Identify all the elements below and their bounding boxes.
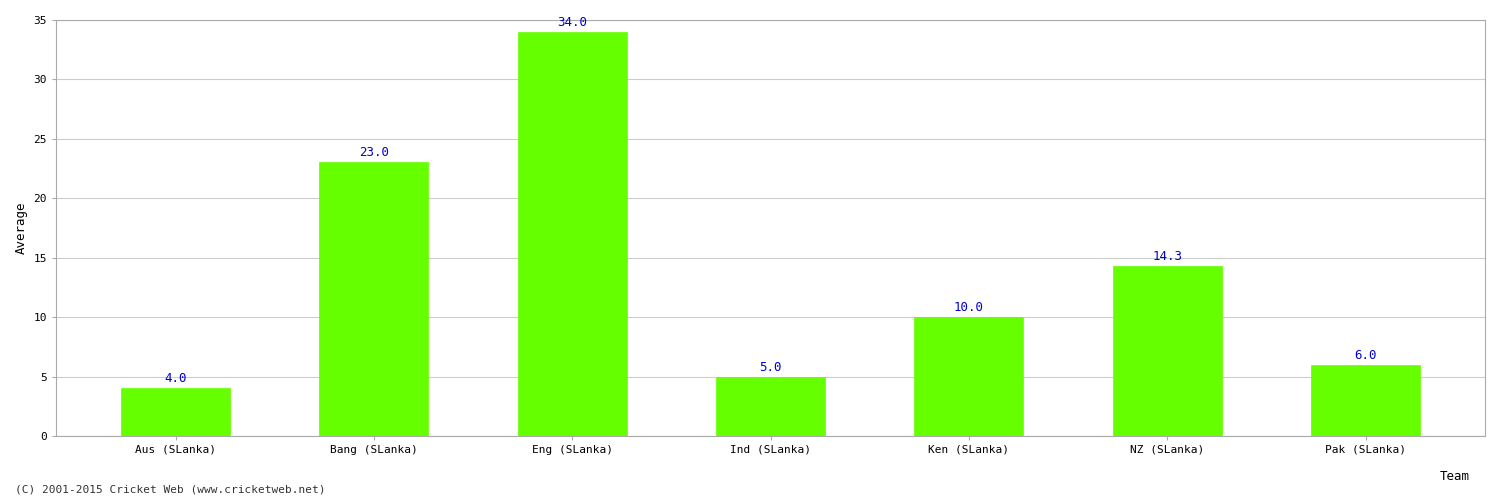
Bar [518, 32, 627, 436]
Bar [716, 376, 825, 436]
Text: 34.0: 34.0 [556, 16, 586, 28]
Text: 23.0: 23.0 [358, 146, 388, 160]
Text: 6.0: 6.0 [1354, 348, 1377, 362]
Bar [1113, 266, 1221, 436]
Bar [320, 162, 429, 436]
Bar [122, 388, 230, 436]
Text: 14.3: 14.3 [1152, 250, 1182, 263]
Text: 10.0: 10.0 [954, 301, 984, 314]
Text: 5.0: 5.0 [759, 360, 782, 374]
Text: Team: Team [1440, 470, 1470, 483]
Bar [915, 317, 1023, 436]
Text: (C) 2001-2015 Cricket Web (www.cricketweb.net): (C) 2001-2015 Cricket Web (www.cricketwe… [15, 485, 326, 495]
Bar [1311, 364, 1420, 436]
Text: 4.0: 4.0 [165, 372, 188, 386]
Y-axis label: Average: Average [15, 202, 28, 254]
